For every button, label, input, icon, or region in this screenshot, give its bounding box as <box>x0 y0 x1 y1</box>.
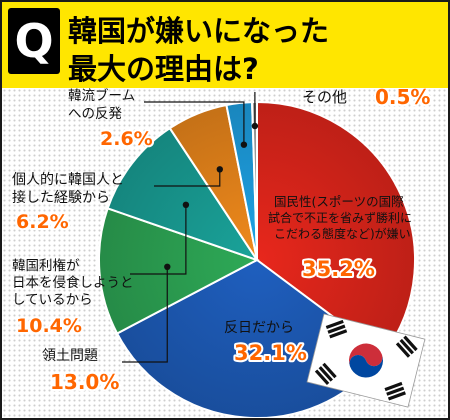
slice-label: への反発 <box>68 106 122 122</box>
slice-label: 日本を侵食しようと <box>12 274 134 291</box>
slice-label: 試合で不正を省みず勝利に <box>268 210 412 225</box>
title-line-2: 最大の理由は? <box>68 52 259 86</box>
data-label: 13.0% <box>50 370 119 394</box>
leader-line <box>144 101 245 145</box>
slice-label: 韓国利権が <box>12 257 80 274</box>
korean-flag-icon <box>306 313 426 408</box>
slice-label: 韓流ブーム <box>68 88 135 104</box>
title-bar: Q 韓国が嫌いになった 最大の理由は? <box>2 2 448 88</box>
leader-line <box>154 169 221 187</box>
chart-area: 国民性(スポーツの国際 試合で不正を省みず勝利に こだわる態度など)が嫌い 35.2%… <box>2 88 448 418</box>
leader-dot <box>182 201 190 208</box>
data-label: 10.4% <box>16 315 82 337</box>
question-badge: Q <box>8 8 60 74</box>
leader-line <box>122 266 168 363</box>
slice-label: 反日だから <box>224 320 294 336</box>
slice-label: 国民性(スポーツの国際 <box>274 194 404 209</box>
slice-label: 領土問題 <box>42 347 98 364</box>
slice-label: こだわる態度など)が嫌い <box>274 226 411 241</box>
pie-slice <box>106 126 260 262</box>
title-line-1: 韓国が嫌いになった <box>68 14 330 48</box>
slice-label: しているから <box>12 292 93 308</box>
data-label: 0.5% <box>375 88 430 109</box>
leader-line <box>130 204 187 275</box>
slice-label: その他 <box>302 88 347 106</box>
data-label: 6.2% <box>16 211 69 233</box>
leader-dot <box>216 166 223 173</box>
data-label: 2.6% <box>100 128 153 150</box>
pie-slice <box>256 100 416 356</box>
data-label: 32.1% <box>234 341 307 365</box>
pie-slice <box>98 207 260 335</box>
data-label: 35.2% <box>302 257 375 281</box>
slice-label: 個人的に韓国人と <box>12 172 124 188</box>
slice-label: 接した経験から <box>12 189 110 206</box>
